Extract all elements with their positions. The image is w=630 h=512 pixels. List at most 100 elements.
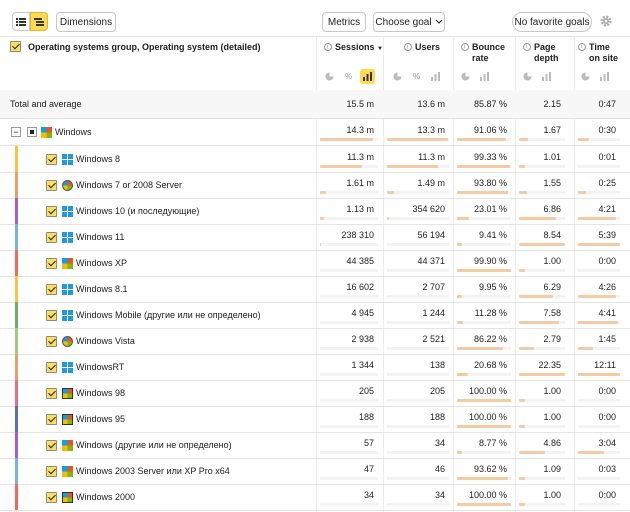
table-row[interactable]: Windows XP 44 385 44 371 99.90 % 1.00 0:00 [0, 250, 630, 276]
total-bounce-rate: 85.87 % [473, 99, 507, 109]
dimensions-button[interactable]: Dimensions [56, 12, 116, 32]
row-checkbox[interactable] [46, 439, 57, 451]
value-bar-track [320, 503, 378, 506]
sessions-value: 1.61 m [346, 178, 374, 188]
value-bar-track [457, 373, 511, 376]
value-bar [387, 191, 394, 194]
value-bar [320, 191, 326, 194]
value-bar [519, 165, 525, 168]
select-all-checkbox[interactable] [10, 41, 21, 52]
bar-chart-icon[interactable] [360, 69, 375, 84]
sessions-value: 11.3 m [347, 152, 374, 162]
row-checkbox[interactable] [46, 361, 57, 373]
value-bar [578, 347, 593, 350]
pie-chart-icon[interactable] [322, 69, 337, 84]
total-page-depth: 2.15 [543, 99, 561, 109]
collapse-toggle[interactable]: − [11, 127, 21, 137]
gear-icon[interactable] [599, 14, 613, 28]
row-checkbox[interactable] [46, 231, 57, 243]
choose-goal-dropdown[interactable]: Choose goal [373, 12, 445, 32]
row-checkbox[interactable] [46, 413, 57, 425]
row-label: Windows 8 [76, 154, 121, 164]
windows-98-icon [62, 413, 73, 425]
tree-view-icon[interactable] [30, 12, 48, 31]
value-bar-track [387, 399, 449, 402]
users-value: 354 620 [412, 204, 445, 214]
users-view-modes: % [390, 69, 443, 84]
pie-chart-icon[interactable] [390, 69, 405, 84]
group-row-windows[interactable]: − Windows 14.3 m 13.3 m 91.06 % 1.67 0:30 [0, 119, 630, 145]
total-label: Total and average [10, 99, 82, 109]
bounce-rate-value: 8.77 % [478, 438, 507, 448]
sessions-value: 205 [358, 386, 374, 396]
table-row[interactable]: Windows 8.1 16 602 2 707 9.95 % 6.29 4:26 [0, 276, 630, 302]
bar-chart-icon[interactable] [477, 69, 492, 84]
table-row[interactable]: Windows 2003 Server или XP Pro x64 47 46 93… [0, 458, 630, 484]
bounce-rate-value: 93.80 % [473, 178, 507, 188]
column-header-sessions[interactable]: Sessions ▼ [324, 42, 383, 55]
row-label-cell: Windows 98 [46, 380, 125, 406]
column-header-users[interactable]: Users [404, 42, 440, 53]
table-row[interactable]: Windows Vista 2 938 2 521 86.22 % 2.79 1:45 [0, 328, 630, 354]
table-row[interactable]: WindowsRT 1 344 138 20.68 % 22.35 12:11 [0, 354, 630, 380]
time-on-site-value: 5:39 [598, 230, 616, 240]
row-label-cell: Windows 7 or 2008 Server [46, 172, 182, 198]
users-value: 34 [434, 490, 445, 500]
row-checkbox[interactable] [46, 179, 57, 191]
row-checkbox[interactable] [46, 283, 57, 295]
users-value: 56 194 [417, 230, 445, 240]
row-checkbox[interactable] [46, 387, 57, 399]
value-bar [457, 217, 469, 220]
table-row[interactable]: Windows 11 238 310 56 194 9.41 % 8.54 5:39 [0, 224, 630, 250]
row-checkbox[interactable] [46, 491, 57, 503]
value-bar-track [320, 191, 378, 194]
percent-icon[interactable]: % [344, 72, 353, 81]
favorite-goals-button[interactable]: No favorite goals [512, 12, 592, 32]
row-checkbox[interactable] [46, 205, 57, 217]
pie-chart-icon[interactable] [458, 69, 473, 84]
dimension-header: Operating systems group, Operating syste… [10, 41, 261, 52]
row-checkbox[interactable] [46, 465, 57, 477]
percent-icon[interactable]: % [412, 72, 421, 81]
row-checkbox[interactable] [46, 257, 57, 269]
time-on-site-value: 1:45 [598, 334, 616, 344]
row-label-cell: Windows 95 [46, 406, 125, 432]
table-row[interactable]: Windows 98 205 205 100.00 % 1.00 0:00 [0, 380, 630, 406]
pie-chart-icon[interactable] [578, 69, 593, 84]
row-label-cell: Windows 2000 [46, 484, 135, 510]
series-color-stripe [15, 458, 18, 484]
table-row[interactable]: Windows Mobile (другие или не определено… [0, 302, 630, 328]
sessions-value: 238 310 [341, 230, 374, 240]
table-row[interactable]: Windows 2000 34 34 100.00 % 1.00 0:00 [0, 484, 630, 510]
value-bar-track [387, 373, 449, 376]
bar-chart-icon[interactable] [539, 69, 554, 84]
bar-chart-icon[interactable] [428, 69, 443, 84]
table-row[interactable]: Windows 95 188 188 100.00 % 1.00 0:00 [0, 406, 630, 432]
table-row[interactable]: Windows (другие или не определено) 57 34 8.… [0, 432, 630, 458]
table-row[interactable]: Windows 8 11.3 m 11.3 m 99.33 % 1.01 0:01 [0, 146, 630, 172]
value-bar [578, 217, 616, 220]
row-divider [0, 328, 630, 329]
table-row[interactable]: Windows 7 or 2008 Server 1.61 m 1.49 m 93.8… [0, 172, 630, 198]
bounce-rate-value: 99.90 % [473, 256, 507, 266]
row-checkbox[interactable] [46, 309, 57, 321]
metrics-button[interactable]: Metrics [322, 12, 366, 32]
bar-chart-icon[interactable] [597, 69, 612, 84]
series-color-stripe [15, 380, 18, 406]
page-depth-value: 1.09 [543, 464, 561, 474]
windows-logo-icon [62, 153, 73, 165]
list-view-icon[interactable] [12, 12, 30, 31]
sort-desc-icon: ▼ [377, 46, 383, 52]
windows-7-icon [62, 335, 73, 347]
pie-chart-icon[interactable] [520, 69, 535, 84]
depth-view-modes [520, 69, 554, 84]
partial-checkbox[interactable] [27, 127, 37, 137]
value-bar-track [578, 399, 620, 402]
row-checkbox[interactable] [46, 335, 57, 347]
time-on-site-value: 4:26 [598, 282, 616, 292]
row-checkbox[interactable] [46, 153, 57, 165]
table-row[interactable]: Windows 10 (и последующие) 1.13 m 354 620 2… [0, 198, 630, 224]
